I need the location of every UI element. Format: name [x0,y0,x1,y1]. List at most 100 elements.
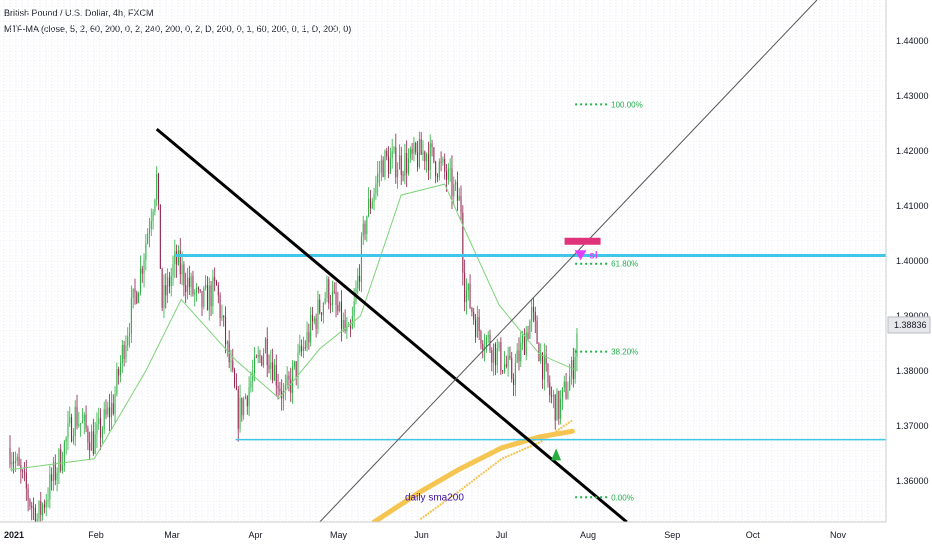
candle-body [471,308,473,313]
candle-body [225,317,227,345]
candle-body [331,291,333,306]
candle-body [295,361,297,378]
candle-body [190,276,192,288]
candle-body [301,345,303,352]
candle-body [208,285,210,311]
candle-body [248,387,250,407]
candle-body [388,156,390,174]
candle-body [563,381,565,388]
candle-body [409,148,411,159]
chart-annotation: sl [589,251,598,262]
candle-body [69,417,71,424]
candle-body [447,168,449,180]
candle-body [72,436,74,442]
candle-body [223,315,225,318]
candle-body [52,462,54,482]
candle-body [337,304,339,312]
candle-body [246,396,248,407]
candle-body [221,315,223,318]
candle-body [427,154,429,171]
candle-body [188,277,190,288]
candle-body [364,223,366,235]
candle-body [348,326,350,328]
candle-body [311,314,313,322]
candle-body [13,462,15,464]
candle-body [81,420,83,424]
candle-body [292,366,294,393]
x-tick-label: Aug [580,530,596,540]
candle-body [58,449,60,473]
candle-body [514,363,516,386]
candle-body [27,488,29,500]
candle-body [549,382,551,396]
markers: daily sma200 sl [405,237,601,503]
candle-body [270,362,272,369]
candle-body [503,364,505,372]
candle-body [398,155,400,170]
moving-averages [9,183,578,525]
candle-body [136,292,138,304]
candle-body [322,303,324,315]
candle-body [310,314,312,343]
sma200-upper-line [419,419,573,521]
candle-body [163,285,165,308]
candle-body [275,364,277,386]
x-tick-label: Feb [88,530,104,540]
candle-body [266,338,268,366]
candle-body [16,456,18,462]
candle-body [235,386,237,390]
candle-body [460,196,462,213]
candle-body [237,389,239,429]
candle-body [85,414,87,429]
candle-body [442,159,444,162]
candle-body [147,233,149,244]
candle-body [511,358,513,379]
grid [0,0,886,522]
candle-body [121,345,123,363]
candle-body [469,283,471,309]
candle-body [148,228,150,234]
candle-body [63,441,65,466]
candle-body [346,326,348,331]
candle-body [263,352,265,366]
candle-body [230,360,232,363]
candle-body [96,424,98,435]
candle-body [418,139,420,168]
candle-body [89,442,91,451]
candle-body [279,388,281,392]
candle-body [261,356,263,366]
candle-body [382,160,384,177]
candle-body [252,373,254,382]
candle-body [560,398,562,419]
candle-body [449,168,451,170]
y-tick-label: 1.44000 [896,36,929,46]
fib-level-label: 61.80% [611,260,638,269]
candle-body [319,299,321,313]
candle-body [145,243,147,260]
candle-body [496,348,498,366]
candle-body [161,268,163,308]
candle-body [556,391,558,421]
candle-body [455,182,457,185]
stop-loss-marker [564,237,601,245]
candle-body [473,312,475,320]
candle-body [277,385,279,389]
candle-body [306,332,308,348]
candle-body [456,182,458,201]
candle-body [402,174,404,176]
candle-body [165,285,167,296]
candle-body [192,276,194,295]
candle-body [313,318,315,322]
candle-body [152,211,154,222]
candle-body [446,171,448,180]
candle-body [14,461,16,464]
drawings [155,0,886,524]
candle-body [45,501,47,508]
fib-level-label: 38.20% [611,348,638,357]
candle-body [330,303,332,306]
x-tick-label: Mar [164,530,180,540]
candle-body [83,414,85,421]
candle-body [183,264,185,286]
candle-body [547,364,549,383]
